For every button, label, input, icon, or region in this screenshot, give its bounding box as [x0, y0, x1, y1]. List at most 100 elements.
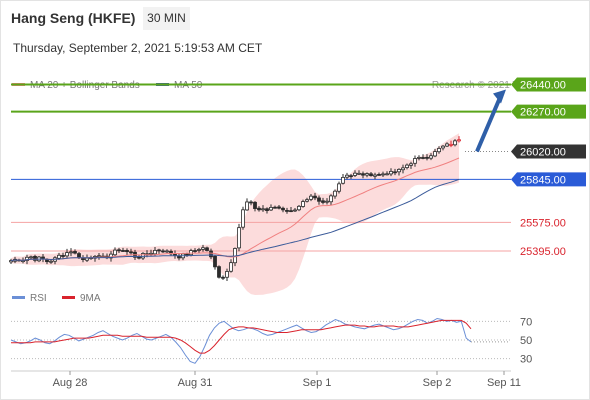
- candle-body: [161, 250, 165, 253]
- candle-body: [393, 171, 397, 174]
- candle-body: [185, 253, 189, 256]
- candle-body: [73, 251, 77, 254]
- projection-arrow: [475, 96, 502, 153]
- candle-body: [457, 139, 461, 142]
- candle-body: [377, 174, 381, 176]
- rsi-tick-label: 70: [520, 316, 532, 328]
- candle-body: [197, 249, 201, 251]
- candle-body: [229, 262, 233, 272]
- rsi-line: [10, 317, 472, 364]
- candle-body: [413, 158, 417, 164]
- level-badge: [511, 172, 586, 187]
- candle-body: [369, 173, 373, 177]
- candle-body: [301, 201, 305, 207]
- candle-body: [285, 210, 289, 212]
- candle-body: [109, 253, 113, 259]
- level-label-support: 25575.00: [520, 217, 566, 229]
- level-label-support: 25395.00: [520, 246, 566, 258]
- candle-body: [177, 255, 181, 259]
- candle-body: [345, 174, 349, 178]
- instrument-title: Hang Seng (HKFE): [11, 10, 136, 26]
- candle-body: [441, 145, 445, 149]
- candle-body: [293, 209, 297, 212]
- candle-body: [397, 168, 401, 173]
- level-badge: [511, 77, 586, 92]
- level-label-current: 26020.00: [511, 144, 586, 159]
- candle-body: [221, 276, 225, 279]
- candle-body: [113, 249, 117, 256]
- candle-body: [61, 255, 65, 257]
- candle-body: [237, 227, 241, 249]
- candle-body: [57, 254, 61, 259]
- candle-body: [241, 209, 245, 228]
- candle-body: [421, 157, 425, 159]
- candle-body: [85, 257, 89, 261]
- legend-9ma-label: 9MA: [80, 293, 101, 304]
- level-value: 26270.00: [520, 107, 566, 119]
- candle-body: [325, 200, 329, 203]
- level-value: 25575.00: [520, 217, 566, 229]
- candle-body: [25, 256, 29, 261]
- datetime-label: Thursday, September 2, 2021 5:19:53 AM C…: [13, 41, 263, 55]
- candle-body: [117, 249, 121, 252]
- x-tick-label: Sep 2: [423, 377, 452, 389]
- candles: [9, 136, 461, 281]
- candle-body: [305, 199, 309, 202]
- level-label-pivot: 25845.00: [511, 172, 586, 187]
- candle-body: [417, 156, 421, 159]
- candle-body: [329, 195, 333, 203]
- candle-body: [289, 210, 293, 213]
- candle-body: [153, 249, 157, 255]
- candle-body: [33, 255, 37, 261]
- ma50-line: [10, 178, 460, 262]
- candle-body: [149, 252, 153, 255]
- candle-body: [337, 183, 341, 192]
- candle-body: [81, 257, 85, 260]
- candle-body: [265, 208, 269, 211]
- candle-body: [409, 163, 413, 166]
- candle-body: [437, 148, 441, 153]
- candle-body: [69, 251, 73, 254]
- candle-body: [365, 173, 369, 176]
- candle-body: [49, 260, 53, 263]
- candle-body: [277, 206, 281, 209]
- candle-body: [205, 247, 209, 251]
- x-tick-label: Aug 28: [53, 377, 88, 389]
- candle-body: [449, 143, 453, 146]
- candle-body: [253, 201, 257, 209]
- candle-body: [125, 250, 129, 253]
- candle-body: [297, 205, 301, 211]
- legend-rsi: RSI: [12, 293, 47, 304]
- candle-body: [425, 156, 429, 159]
- ma9-swatch: [62, 295, 75, 299]
- candle-body: [257, 207, 261, 211]
- rsi-tick-label: 50: [520, 335, 532, 347]
- candle-body: [65, 252, 69, 257]
- rsi-tick-label: 30: [520, 354, 532, 366]
- candle-body: [29, 256, 33, 259]
- candle-body: [453, 140, 457, 146]
- level-value: 26020.00: [520, 146, 566, 158]
- candle-body: [405, 164, 409, 168]
- rsi-9ma-line: [11, 319, 472, 354]
- level-label-resistance: 26440.00: [511, 77, 586, 92]
- level-badge: [511, 144, 586, 159]
- level-value: 26440.00: [520, 80, 566, 92]
- candle-body: [333, 190, 337, 197]
- legend-9ma: 9MA: [62, 293, 101, 304]
- candle-body: [209, 250, 213, 258]
- candle-body: [217, 266, 221, 278]
- candle-body: [381, 173, 385, 176]
- candle-body: [349, 175, 353, 178]
- timeframe-button[interactable]: 30 MIN: [143, 7, 190, 30]
- candle-body: [373, 174, 377, 177]
- legend-rsi-label: RSI: [30, 293, 47, 304]
- candle-body: [97, 255, 101, 258]
- candle-body: [445, 143, 449, 147]
- candle-body: [341, 176, 345, 184]
- candle-body: [317, 197, 321, 202]
- candle-body: [129, 251, 133, 254]
- candle-body: [157, 249, 161, 252]
- level-label-resistance: 26270.00: [511, 104, 586, 119]
